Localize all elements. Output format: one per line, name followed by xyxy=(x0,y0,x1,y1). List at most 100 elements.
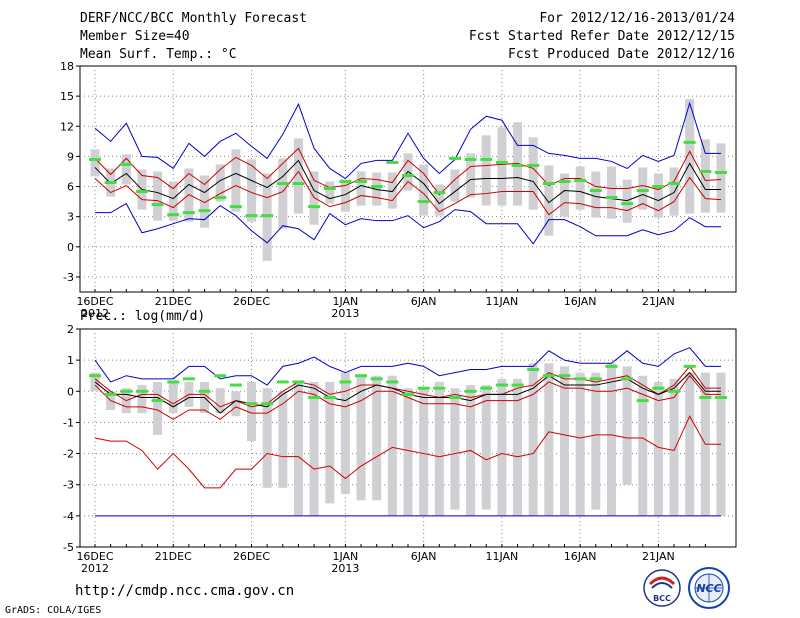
source-url[interactable]: http://cmdp.ncc.cma.gov.cn xyxy=(75,583,295,599)
observed-marker xyxy=(683,140,696,144)
observed-marker xyxy=(417,200,430,204)
ensemble-box xyxy=(231,149,241,212)
ncc-logo: NCC xyxy=(688,567,730,609)
observed-marker xyxy=(167,213,180,217)
observed-marker xyxy=(245,214,258,218)
observed-marker xyxy=(433,386,446,390)
x-tick-label: 21DEC xyxy=(155,295,192,308)
lower-spread-line xyxy=(94,170,722,216)
x-tick-label: 11JAN xyxy=(485,550,518,563)
ensemble-box xyxy=(653,173,663,218)
max-line xyxy=(94,101,721,180)
y-tick-label: 18 xyxy=(60,60,74,73)
ensemble-box xyxy=(387,172,397,209)
observed-marker xyxy=(214,196,227,200)
ensemble-box xyxy=(419,164,429,216)
ensemble-box xyxy=(356,375,366,501)
ensemble-box xyxy=(247,381,256,442)
bcc-logo-text: BCC xyxy=(653,594,671,603)
x-tick-label: 21JAN xyxy=(642,550,675,563)
observed-marker xyxy=(308,396,321,400)
x-tick-label: 6JAN xyxy=(411,550,437,563)
ncc-logo-text: NCC xyxy=(696,582,721,595)
observed-marker xyxy=(182,377,195,381)
observed-marker xyxy=(198,389,211,393)
observed-marker xyxy=(511,163,524,167)
observed-marker xyxy=(464,157,477,161)
y-tick-label: 15 xyxy=(60,90,74,103)
mean-line xyxy=(94,159,721,205)
ensemble-box xyxy=(513,378,523,516)
ensemble-box xyxy=(560,366,569,516)
grads-credit: GrADS: COLA/IGES xyxy=(5,605,102,616)
ensemble-box xyxy=(481,385,491,510)
observed-marker xyxy=(495,383,508,387)
y-tick-label: 3 xyxy=(67,211,74,224)
member-size: Member Size=40 xyxy=(80,29,190,44)
y-tick-label: -3 xyxy=(63,479,74,492)
upper-spread-line xyxy=(94,365,721,408)
max-line xyxy=(94,347,721,386)
forecast-period: For 2012/12/16-2013/01/24 xyxy=(539,11,735,26)
ensemble-box xyxy=(669,378,679,516)
observed-marker xyxy=(448,396,461,400)
ensemble-box xyxy=(434,381,444,516)
ensemble-box xyxy=(653,381,663,516)
observed-marker xyxy=(605,364,618,368)
ensemble-box xyxy=(387,375,397,516)
observed-marker xyxy=(402,173,414,177)
ensemble-box xyxy=(309,381,319,516)
precipitation-panel-title: Prec.: log(mm/d) xyxy=(80,309,206,324)
y-tick-label: -1 xyxy=(63,416,74,429)
ensemble-box xyxy=(528,363,538,516)
observed-marker xyxy=(323,187,336,191)
x-tick-year: 2013 xyxy=(331,562,359,575)
ensemble-box xyxy=(153,381,163,435)
ensemble-box xyxy=(591,171,601,218)
observed-marker xyxy=(229,205,242,209)
fcst-produced-date: Fcst Produced Date 2012/12/16 xyxy=(508,47,735,62)
observed-marker xyxy=(605,196,618,200)
observed-marker xyxy=(699,396,712,400)
ensemble-box xyxy=(121,154,131,185)
observed-marker xyxy=(668,182,681,186)
y-tick-label: 0 xyxy=(67,385,74,398)
y-tick-label: -2 xyxy=(63,448,74,461)
observed-marker xyxy=(182,211,195,215)
ensemble-box xyxy=(638,167,648,210)
observed-marker xyxy=(120,162,133,166)
ensemble-box xyxy=(434,184,444,216)
observed-marker xyxy=(261,214,274,218)
observed-marker xyxy=(668,389,681,393)
bcc-logo: BCC xyxy=(643,569,681,607)
x-tick-label: 1JAN xyxy=(332,550,358,563)
observed-marker xyxy=(636,189,649,193)
ensemble-box xyxy=(403,388,413,516)
chart-title: DERF/NCC/BCC Monthly Forecast xyxy=(80,11,307,26)
observed-marker xyxy=(276,380,289,384)
observed-marker xyxy=(699,169,712,173)
observed-marker xyxy=(104,392,117,396)
observed-marker xyxy=(89,157,101,161)
observed-marker xyxy=(558,180,571,184)
x-tick-label: 16JAN xyxy=(564,295,597,308)
x-tick-label: 16JAN xyxy=(564,550,597,563)
x-tick-label: 16DEC xyxy=(76,550,113,563)
observed-marker xyxy=(276,182,289,186)
x-tick-year: 2012 xyxy=(81,307,109,320)
ensemble-box xyxy=(293,138,303,214)
ensemble-box xyxy=(622,366,632,485)
x-tick-year: 2013 xyxy=(331,307,359,320)
x-tick-label: 11JAN xyxy=(485,295,518,308)
ensemble-box xyxy=(372,375,382,501)
observed-marker xyxy=(417,386,430,390)
temperature-panel-title: Mean Surf. Temp.: °C xyxy=(80,47,237,62)
fcst-started-date: Fcst Started Refer Date 2012/12/15 xyxy=(468,29,735,44)
y-tick-label: 1 xyxy=(67,354,74,367)
ensemble-box xyxy=(247,159,256,222)
y-tick-label: -4 xyxy=(63,510,74,523)
observed-marker xyxy=(621,377,634,381)
observed-marker xyxy=(104,181,117,185)
observed-marker xyxy=(292,380,305,384)
observed-marker xyxy=(386,160,399,164)
